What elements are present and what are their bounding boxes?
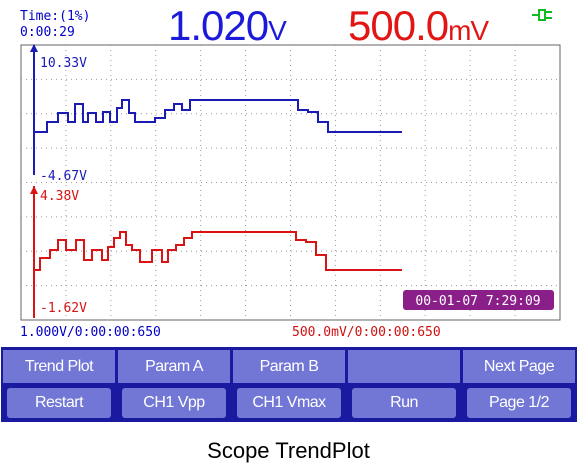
softkey-param-a-title: Param A xyxy=(118,350,230,383)
param-a-value: 1.020 xyxy=(168,2,269,49)
param-a-readout: 1.020V xyxy=(168,2,287,53)
softkey-run[interactable]: Run xyxy=(348,350,460,420)
trace-a-line xyxy=(34,99,402,133)
trace-a-top-label: 10.33V xyxy=(40,56,87,71)
trace-b-axis-arrow xyxy=(30,186,38,194)
page-indicator-button[interactable]: Page 1/2 xyxy=(467,388,571,418)
run-button[interactable]: Run xyxy=(352,388,456,418)
softkey-trend-plot[interactable]: Trend Plot Restart xyxy=(3,350,115,420)
param-b-unit: mV xyxy=(448,15,489,46)
figure-caption: Scope TrendPlot xyxy=(207,438,370,463)
param-b-readout: 500.0mV xyxy=(348,2,489,53)
elapsed-time: 0:00:29 xyxy=(20,25,75,40)
softkey-next-page-title: Next Page xyxy=(463,350,575,383)
trace-b-scale: 500.0mV/0:00:00:650 xyxy=(292,325,441,340)
softkey-param-b[interactable]: Param B CH1 Vmax xyxy=(233,350,345,420)
softkey-bar: Trend Plot Restart Param A CH1 Vpp Param… xyxy=(1,347,577,422)
trace-b-top-label: 4.38V xyxy=(40,189,79,204)
trend-plot-area: 10.33V -4.67V 4.38V -1.62V 00-01-07 7:29… xyxy=(20,44,561,321)
trace-a-axis-arrow xyxy=(30,44,38,52)
param-b-select-button[interactable]: CH1 Vmax xyxy=(237,388,341,418)
trace-a-bottom-label: -4.67V xyxy=(40,169,87,184)
param-a-select-button[interactable]: CH1 Vpp xyxy=(122,388,226,418)
trace-b-line xyxy=(34,231,402,271)
param-b-value: 500.0 xyxy=(348,2,449,49)
time-label: Time:(1%) xyxy=(20,9,91,24)
param-a-unit: V xyxy=(268,15,287,46)
softkey-param-b-title: Param B xyxy=(233,350,345,383)
trace-a-scale: 1.000V/0:00:00:650 xyxy=(20,325,161,340)
softkey-trend-plot-title: Trend Plot xyxy=(3,350,115,383)
datetime-text: 00-01-07 7:29:09 xyxy=(415,294,540,309)
plug-icon xyxy=(532,9,552,21)
softkey-param-a[interactable]: Param A CH1 Vpp xyxy=(118,350,230,420)
trace-b-bottom-label: -1.62V xyxy=(40,301,87,316)
datetime-badge xyxy=(403,290,554,310)
restart-button[interactable]: Restart xyxy=(7,388,111,418)
softkey-run-title xyxy=(348,350,460,383)
plot-grid xyxy=(21,45,560,320)
softkey-next-page[interactable]: Next Page Page 1/2 xyxy=(463,350,575,420)
